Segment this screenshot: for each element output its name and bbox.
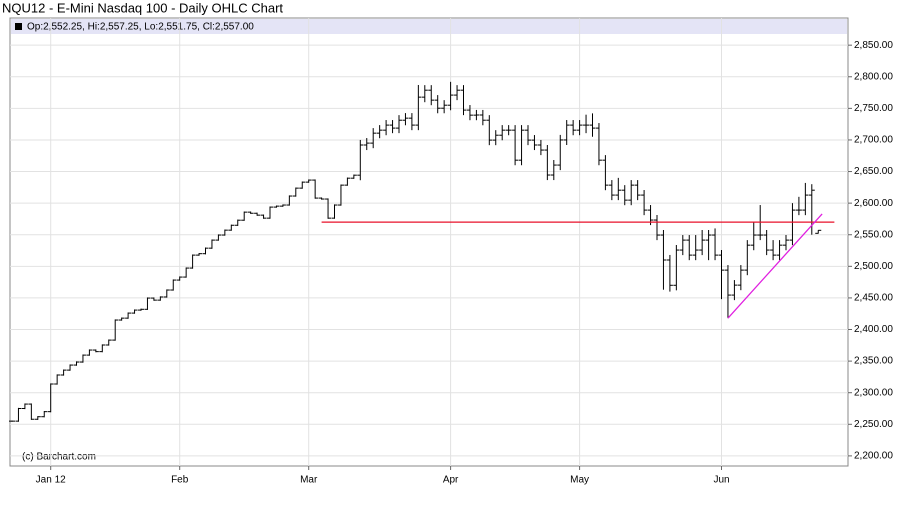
- y-tick-label: 2,800.00: [854, 71, 893, 82]
- legend-band: [11, 19, 847, 34]
- x-tick-label: Apr: [443, 475, 459, 486]
- y-tick-label: 2,300.00: [854, 387, 893, 398]
- y-tick-label: 2,750.00: [854, 103, 893, 114]
- credit: (c) Barchart.com: [22, 452, 96, 463]
- legend-text: Op:2,552.25, Hi:2,557.25, Lo:2,551.75, C…: [27, 22, 254, 33]
- y-tick-label: 2,350.00: [854, 356, 893, 367]
- y-tick-label: 2,700.00: [854, 135, 893, 146]
- chart-title: NQU12 - E-Mini Nasdaq 100 - Daily OHLC C…: [2, 0, 283, 15]
- x-tick-label: Mar: [300, 475, 318, 486]
- y-tick-label: 2,450.00: [854, 293, 893, 304]
- y-tick-label: 2,500.00: [854, 261, 893, 272]
- plot-area: [9, 17, 849, 467]
- legend-swatch: [15, 23, 22, 30]
- y-tick-label: 2,400.00: [854, 324, 893, 335]
- x-tick-label: Jun: [713, 475, 729, 486]
- y-tick-label: 2,250.00: [854, 419, 893, 430]
- y-tick-label: 2,600.00: [854, 198, 893, 209]
- y-tick-label: 2,650.00: [854, 166, 893, 177]
- y-tick-label: 2,850.00: [854, 40, 893, 51]
- x-tick-label: Feb: [171, 475, 189, 486]
- x-tick-label: May: [570, 475, 589, 486]
- annotation-line: [727, 213, 823, 319]
- y-tick-label: 2,550.00: [854, 229, 893, 240]
- y-tick-label: 2,200.00: [854, 451, 893, 462]
- grid: [10, 18, 848, 466]
- bars: [9, 81, 822, 422]
- x-tick-label: Jan 12: [36, 475, 66, 486]
